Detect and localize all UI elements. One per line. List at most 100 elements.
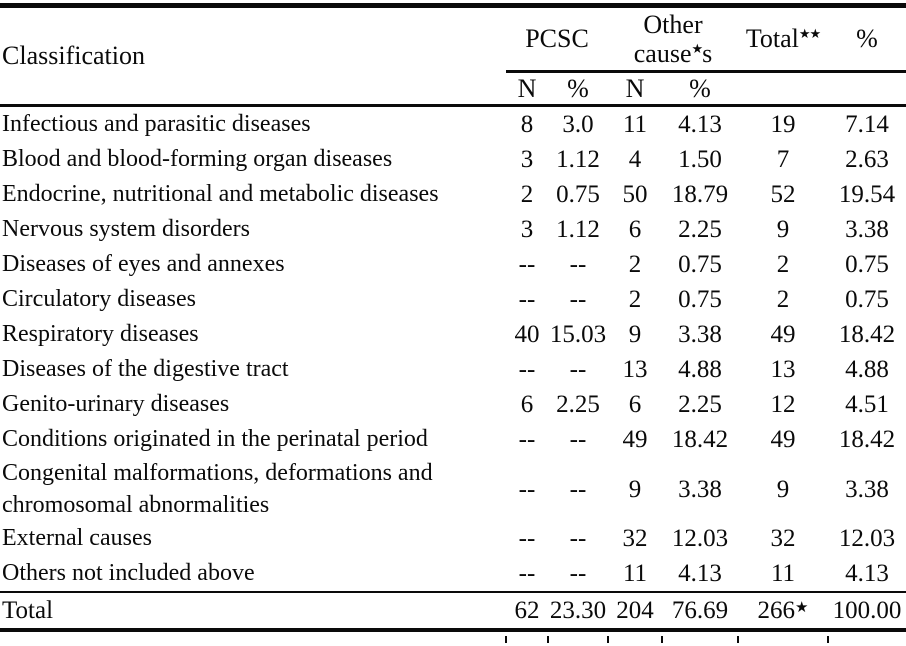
cell-total-n: 49 [770,426,796,453]
cell-pcsc-n: 3 [520,216,534,243]
cell-other-percent: 3.38 [678,475,722,503]
cell-pcsc-n: 8 [520,111,534,138]
cell-total-n: 2 [776,286,790,313]
bottom-rule-tick [661,636,663,643]
table-row: Infectious and parasitic diseases 8 3.0 … [0,106,906,143]
cell-percent: 4.51 [845,391,889,418]
cell-total-n-total: 266★ [738,591,829,630]
col-header-classification: Classification [0,5,506,107]
table-row: Diseases of eyes and annexes -- -- 2 0.7… [0,247,906,282]
cell-pcsc-n: -- [518,560,536,587]
footnote-double-star-icon: ★★ [798,26,821,41]
subheader-other-percent: % [662,71,739,107]
cell-pcsc-percent: 1.12 [556,146,600,173]
table-row: Conditions originated in the perinatal p… [0,422,906,457]
cell-pcsc-n: -- [518,251,536,278]
cell-pcsc-percent: -- [569,426,587,453]
cell-total-n: 11 [770,560,796,587]
cell-pcsc-percent: 2.25 [556,391,600,418]
cell-total-label: Total [0,591,506,630]
cell-pcsc-percent: -- [569,475,587,503]
bottom-rule-tick [607,636,609,643]
cell-percent: 3.38 [845,475,889,503]
cell-classification: External causes [2,525,152,551]
cell-other-percent: 3.38 [678,321,722,348]
cell-other-n: 32 [622,525,648,552]
table-row: Respiratory diseases 40 15.03 9 3.38 49 … [0,317,906,352]
table-row: Endocrine, nutritional and metabolic dis… [0,177,906,212]
cell-pcsc-percent: 3.0 [562,111,594,138]
cell-classification: Blood and blood-forming organ diseases [2,146,393,172]
cell-pcsc-n: -- [518,525,536,552]
cell-total-n: 19 [770,111,796,138]
cell-pcsc-percent: -- [569,356,587,383]
footnote-star-icon: ★ [691,41,704,56]
cell-other-n: 6 [628,391,642,418]
subheader-percent-empty [828,71,906,107]
subheader-other-n: N [608,71,663,107]
cell-percent: 0.75 [845,286,889,313]
cell-pcsc-percent: -- [569,251,587,278]
cell-other-n: 2 [628,251,642,278]
bottom-rule-tick [827,636,829,643]
cell-percent: 2.63 [845,146,889,173]
cell-other-percent: 2.25 [678,216,722,243]
cell-percent-total: 100.00 [828,591,906,630]
col-header-percent: % [828,5,906,73]
header-row-groups: Classification PCSC Other cause★s Total★… [0,5,906,107]
cell-pcsc-percent: 15.03 [549,321,607,348]
cell-pcsc-percent: -- [569,525,587,552]
cell-other-percent: 12.03 [671,525,729,552]
total-label: Total [745,24,799,53]
cell-classification: Respiratory diseases [2,321,199,347]
header-row-sub: N % N % [0,71,906,107]
cell-other-n: 11 [622,560,648,587]
cell-pcsc-n: -- [518,426,536,453]
cell-total-n: 32 [770,525,796,552]
cell-pcsc-n-total: 62 [506,591,548,630]
cell-percent: 0.75 [845,251,889,278]
cell-percent: 3.38 [845,216,889,243]
cell-other-n: 11 [622,111,648,138]
cell-other-percent: 4.88 [678,356,722,383]
table-header: Classification PCSC Other cause★s Total★… [0,5,906,107]
table-row: Nervous system disorders 3 1.12 6 2.25 9… [0,212,906,247]
cell-classification: Infectious and parasitic diseases [2,111,311,137]
cell-total-n: 9 [776,216,790,243]
cell-other-percent-total: 76.69 [662,591,739,630]
cell-percent: 4.88 [845,356,889,383]
cell-classification: Endocrine, nutritional and metabolic dis… [2,181,439,207]
cell-other-percent: 18.79 [671,181,729,208]
cell-other-percent: 4.13 [678,111,722,138]
cell-other-percent: 18.42 [671,426,729,453]
bottom-rule-tick [737,636,739,643]
other-causes-line1: Other [643,10,703,39]
cell-percent: 18.42 [838,321,896,348]
cell-classification: Congenital malformations, deformations a… [0,457,506,521]
col-header-total: Total★★ [738,5,829,73]
cell-classification: Others not included above [2,560,255,586]
cell-other-percent: 2.25 [678,391,722,418]
col-header-other-causes: Other cause★s [608,5,739,73]
cell-pcsc-n: 40 [514,321,540,348]
cell-total-n: 12 [770,391,796,418]
cell-pcsc-percent: 0.75 [556,181,600,208]
cell-percent: 18.42 [838,426,896,453]
subheader-pcsc-percent: % [548,71,609,107]
cell-percent: 12.03 [838,525,896,552]
table-row: Genito-urinary diseases 6 2.25 6 2.25 12… [0,387,906,422]
cell-pcsc-n: 3 [520,146,534,173]
cell-other-n: 9 [628,321,642,348]
table-row: Blood and blood-forming organ diseases 3… [0,142,906,177]
cell-pcsc-n: 2 [520,181,534,208]
table-row: Others not included above -- -- 11 4.13 … [0,556,906,592]
cell-total-n: 2 [776,251,790,278]
table-total-row: Total 62 23.30 204 76.69 266★ 100.00 [0,591,906,630]
cell-pcsc-percent: -- [569,560,587,587]
cell-other-n: 49 [622,426,648,453]
mortality-classification-table: Classification PCSC Other cause★s Total★… [0,3,906,632]
cell-total-n: 9 [776,475,790,503]
cell-pcsc-percent: -- [569,286,587,313]
cell-percent: 4.13 [845,560,889,587]
cell-total-n: 7 [776,146,790,173]
